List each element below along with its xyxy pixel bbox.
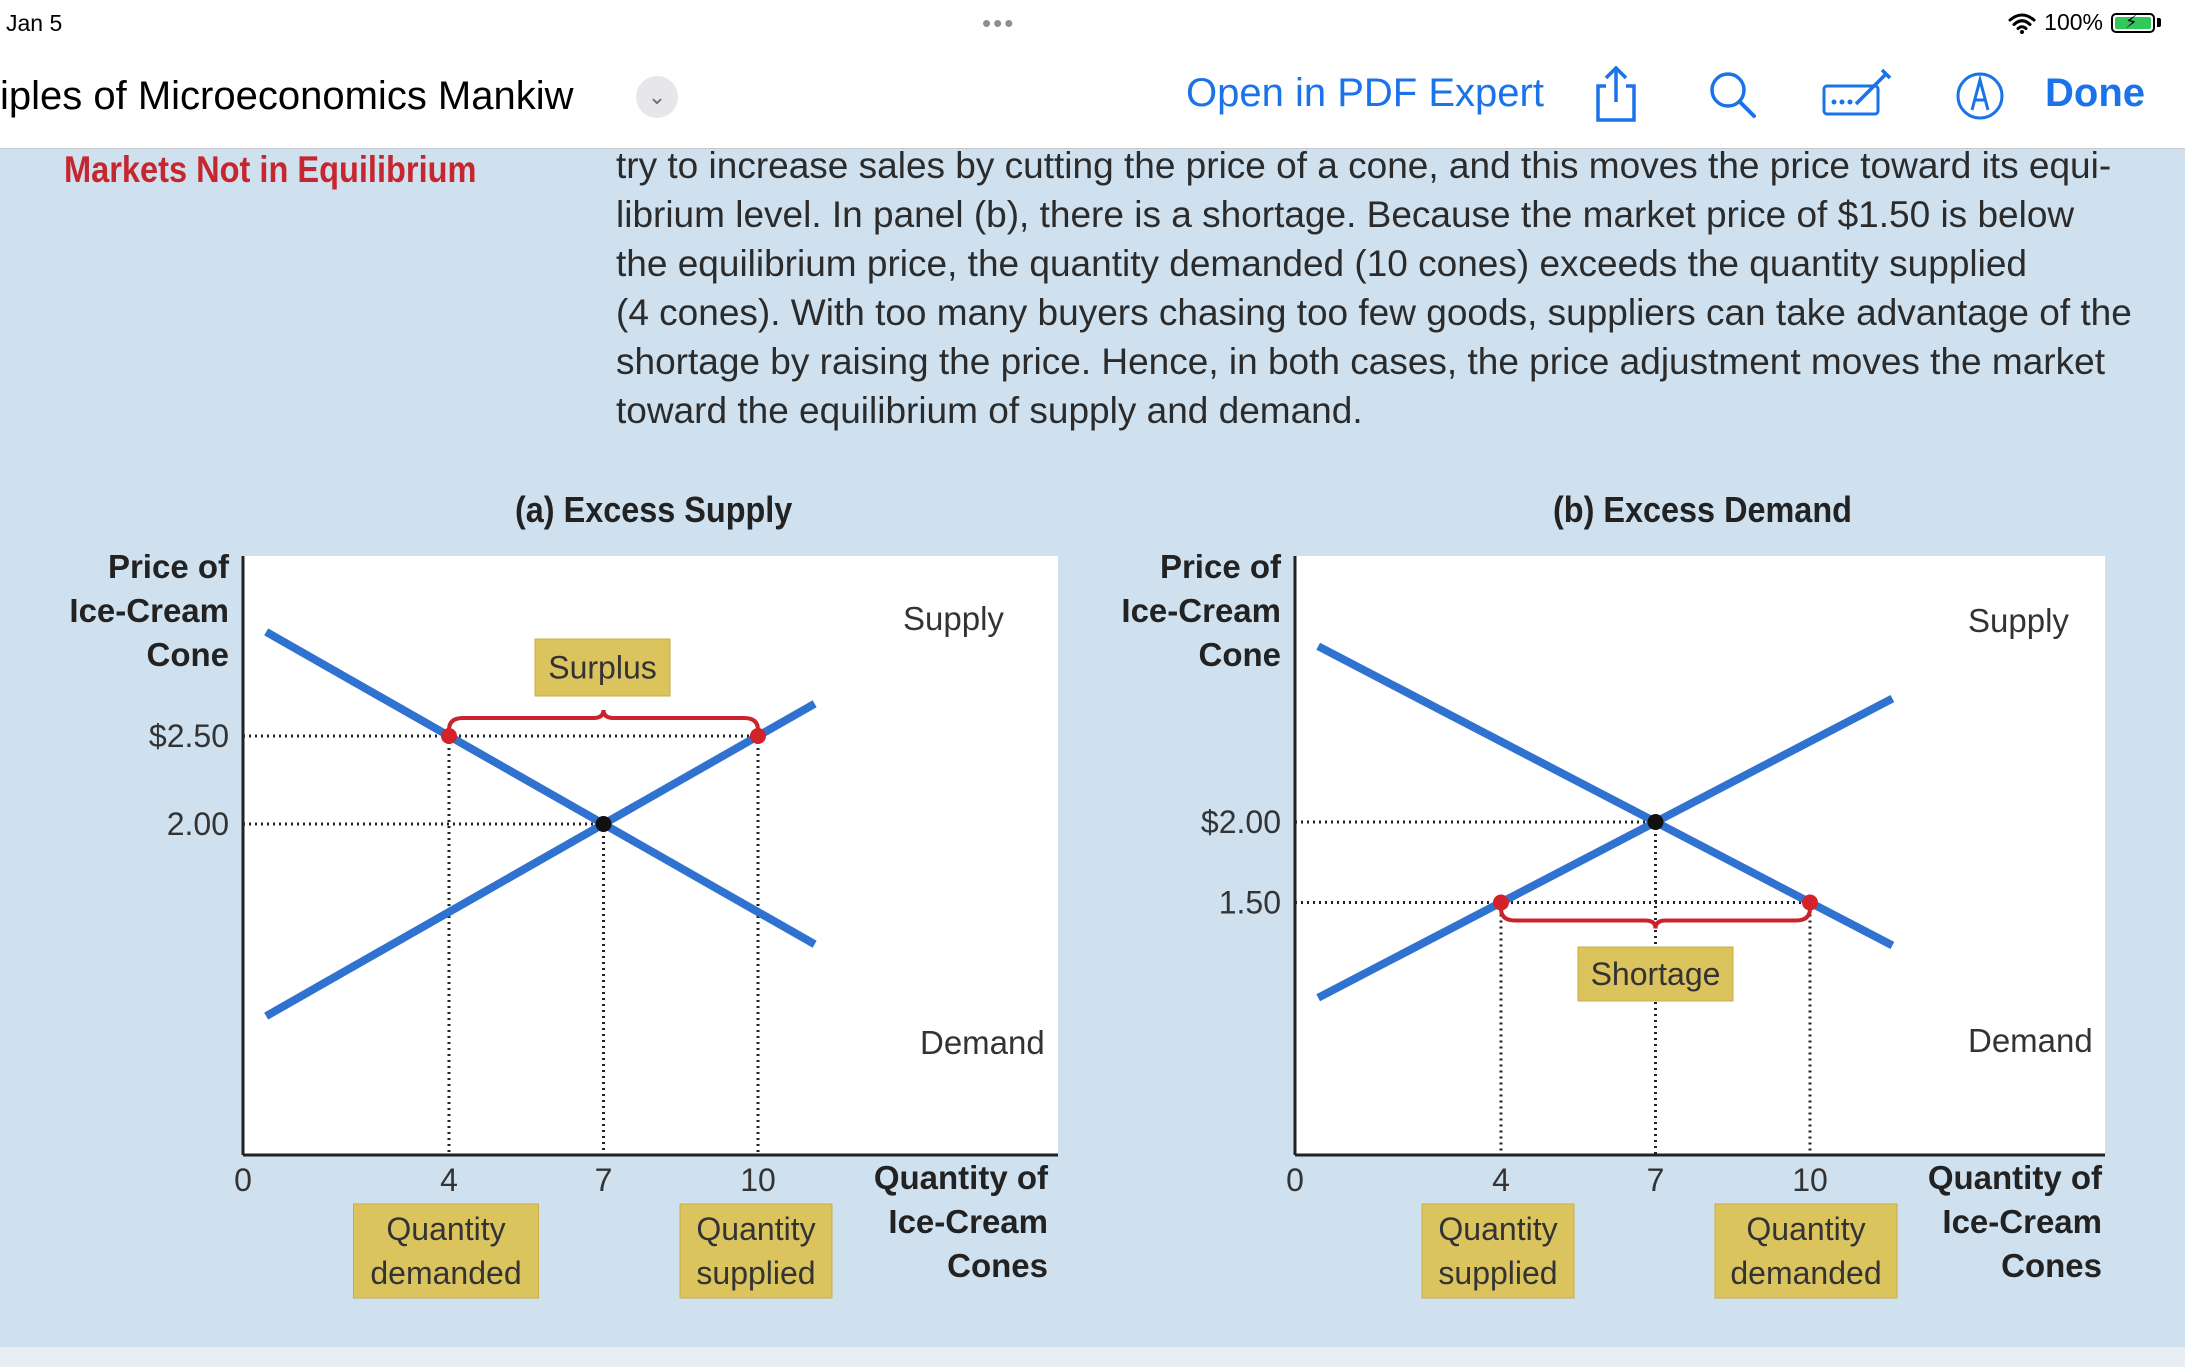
quantity-box-label: supplied [1438,1255,1557,1291]
paragraph-line: librium level. In panel (b), there is a … [616,194,2075,235]
x-axis-label: Quantity of [1928,1159,2103,1196]
y-axis-label: Ice-Cream [1121,592,1281,629]
demand-label: Demand [1968,1022,2093,1059]
quantity-box-label: Quantity [1438,1211,1557,1247]
plot-area [1295,556,2105,1155]
status-right: 100% ⚡ [2008,9,2161,36]
x-axis-label: Ice-Cream [1942,1203,2102,1240]
x-tick-label: 10 [740,1162,776,1198]
y-axis-label: Cone [147,636,230,673]
quantity-box-label: Quantity [386,1211,505,1247]
y-tick-label: $2.00 [1201,804,1281,840]
quantity-box-label: Quantity [1746,1211,1865,1247]
excess-supply-chart: Price of Ice-Cream Cone Quantity of Ice-Crea… [69,548,1058,1299]
markup-pencil-icon[interactable] [1820,62,1892,126]
quantity-box [353,1203,539,1299]
battery-icon: ⚡ [2111,12,2155,33]
quantity-box-label: Quantity [696,1211,815,1247]
x-tick-label: 10 [1792,1162,1828,1198]
annotate-pen-icon[interactable] [1948,62,2012,126]
quantity-box-label: demanded [370,1255,521,1291]
market-price-point [750,728,766,744]
y-tick-label: 2.00 [167,806,229,842]
market-price-point [1493,894,1509,911]
search-icon[interactable] [1700,62,1764,126]
y-axis-label: Price of [108,548,230,585]
x-tick-label: 0 [1286,1162,1304,1198]
demand-label: Demand [920,1024,1045,1061]
gap-label: Shortage [1591,956,1721,992]
equilibrium-point [1647,814,1664,830]
y-tick-label: 1.50 [1219,885,1281,921]
body-paragraph: try to increase sales by cutting the pri… [616,141,2156,435]
toolbar: iples of Microeconomics Mankiw ⌄ Open in… [0,44,2185,149]
x-tick-label: 7 [1647,1162,1665,1198]
open-in-pdf-expert-button[interactable]: Open in PDF Expert [1186,71,1544,115]
panel-a-title: (a) Excess Supply [515,489,793,530]
title-chevron-down-icon[interactable]: ⌄ [636,76,678,118]
paragraph-line: toward the equilibrium of supply and dem… [616,390,1363,431]
market-price-point [441,728,457,744]
wifi-icon [2008,13,2036,34]
supply-curve [264,700,817,1020]
x-tick-label: 0 [234,1162,252,1198]
share-icon[interactable] [1584,62,1648,126]
quantity-box-label: demanded [1730,1255,1881,1291]
demand-curve [1316,642,1895,949]
document-title[interactable]: iples of Microeconomics Mankiw [0,74,574,118]
y-axis-label: Ice-Cream [69,592,229,629]
gap-label-box [534,638,671,697]
x-axis-label: Cones [2001,1247,2102,1284]
quantity-box [679,1203,833,1299]
gap-label: Surplus [548,650,657,686]
paragraph-line: the equilibrium price, the quantity dema… [616,243,2027,284]
x-tick-label: 7 [595,1162,613,1198]
supply-label: Supply [903,600,1004,637]
x-axis-label: Quantity of [874,1159,1049,1196]
done-button[interactable]: Done [2045,71,2145,115]
demand-curve [264,628,817,948]
excess-demand-chart: Price of Ice-Cream Cone Quantity of Ice-Crea… [1121,548,2105,1299]
paragraph-line: try to increase sales by cutting the pri… [616,145,2112,186]
status-bar: Jan 5 ••• 100% ⚡ [0,0,2185,44]
supply-curve [1316,695,1895,1002]
x-axis-label: Ice-Cream [888,1203,1048,1240]
gap-label-box [1577,946,1734,1002]
gap-brace [1499,908,1812,929]
multitasking-dots[interactable]: ••• [982,8,1016,38]
paragraph-line: (4 cones). With too many buyers chasing … [616,292,2132,333]
pdf-page[interactable]: Markets Not in Equilibrium try to increa… [0,145,2185,1367]
quantity-box-label: supplied [696,1255,815,1291]
supply-label: Supply [1968,602,2069,639]
quantity-box [1421,1203,1575,1299]
paragraph-line: shortage by raising the price. Hence, in… [616,341,2105,382]
x-axis-label: Cones [947,1247,1048,1284]
quantity-box [1714,1203,1898,1299]
y-tick-label: $2.50 [149,718,229,754]
page-bottom-strip [0,1347,2185,1367]
x-tick-label: 4 [1492,1162,1510,1198]
equilibrium-point [595,816,612,832]
battery-percent: 100% [2044,9,2103,35]
x-tick-label: 4 [440,1162,458,1198]
market-price-point [1802,894,1818,911]
panel-b-title: (b) Excess Demand [1553,489,1852,530]
y-axis-label: Price of [1160,548,1282,585]
margin-heading: Markets Not in Equilibrium [64,149,477,190]
status-time: Jan 5 [6,10,63,36]
y-axis-label: Cone [1199,636,1282,673]
gap-brace [447,709,760,731]
